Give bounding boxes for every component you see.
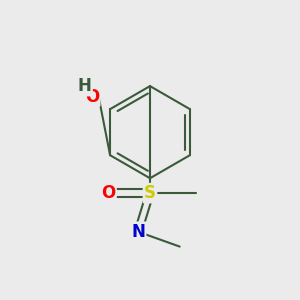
Text: S: S — [144, 184, 156, 202]
Text: N: N — [131, 223, 145, 241]
Text: O: O — [85, 88, 99, 106]
Text: O: O — [101, 184, 116, 202]
Text: H: H — [78, 77, 92, 95]
